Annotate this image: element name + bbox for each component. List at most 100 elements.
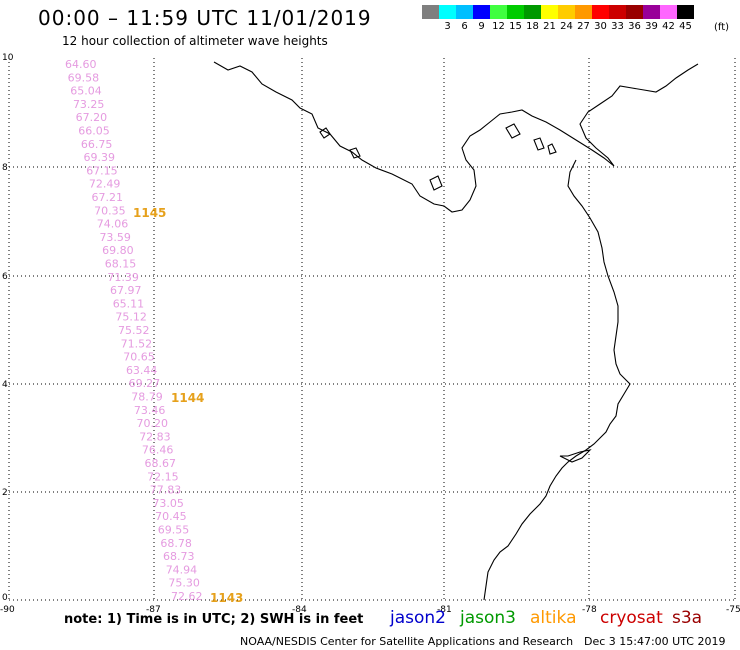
x-axis-labels: -90 -87 -84 -81 -78 -75 (0, 605, 740, 615)
wave-height-value: 70.45 (155, 510, 187, 523)
color-scale-label: 9 (478, 21, 485, 32)
wave-height-value: 78.79 (131, 391, 163, 404)
wave-height-value: 74.94 (166, 563, 198, 576)
wave-height-value: 68.67 (145, 457, 177, 470)
wave-height-track: 64.6069.5865.0473.2567.2066.0566.7569.39… (65, 58, 203, 603)
color-swatch (626, 5, 643, 19)
wave-height-value: 72.83 (139, 430, 171, 443)
map-grid (9, 58, 737, 600)
x-tick-label: -81 (437, 605, 452, 615)
y-tick-label: 4 (2, 380, 8, 390)
y-tick-label: 8 (2, 163, 8, 173)
pass-number-label: 1145 (133, 206, 166, 220)
color-swatch (575, 5, 592, 19)
wave-height-value: 73.05 (152, 497, 184, 510)
scale-units: (ft) (714, 22, 730, 33)
wave-height-value: 73.46 (134, 404, 166, 417)
color-swatch (541, 5, 558, 19)
wave-height-value: 70.65 (123, 351, 155, 364)
legend-s3a: s3a (672, 608, 703, 628)
credit-line: NOAA/NESDIS Center for Satellite Applica… (240, 635, 574, 648)
map-title: 00:00 – 11:59 UTC 11/01/2019 (38, 6, 372, 30)
y-tick-label: 6 (2, 272, 8, 282)
wave-height-value: 76.46 (142, 444, 174, 457)
wave-height-value: 73.59 (99, 231, 131, 244)
wave-height-value: 72.62 (171, 590, 203, 603)
wave-height-value: 70.35 (94, 204, 126, 217)
wave-height-value: 66.05 (78, 125, 110, 138)
wave-height-value: 69.58 (68, 71, 100, 84)
color-scale-label: 42 (662, 21, 675, 32)
color-swatch (507, 5, 524, 19)
wave-height-value: 66.75 (81, 138, 113, 151)
color-swatch (643, 5, 660, 19)
wave-height-value: 75.12 (115, 311, 147, 324)
pass-number-label: 1144 (171, 391, 204, 405)
legend-altika: altika (530, 608, 577, 628)
legend-cryosat: cryosat (600, 608, 663, 628)
color-scale-label: 21 (543, 21, 556, 32)
color-scale-label: 30 (594, 21, 607, 32)
wave-height-value: 72.15 (147, 470, 179, 483)
color-swatch (439, 5, 456, 19)
color-swatch (473, 5, 490, 19)
wave-height-value: 68.15 (105, 258, 137, 271)
color-scale-label: 45 (679, 21, 692, 32)
color-scale-label: 39 (645, 21, 658, 32)
color-swatch (660, 5, 677, 19)
wave-height-value: 74.06 (97, 218, 129, 231)
wave-height-value: 69.27 (129, 377, 161, 390)
wave-height-value: 64.60 (65, 58, 97, 71)
wave-height-value: 75.52 (118, 324, 150, 337)
color-swatch (558, 5, 575, 19)
color-scale-labels: 3 6 9 12 15 18 21 24 27 30 33 36 39 42 45 (422, 20, 694, 34)
color-scale-label: 27 (577, 21, 590, 32)
wave-height-value: 69.80 (102, 244, 134, 257)
x-tick-label: -90 (0, 605, 15, 615)
color-scale-label: 6 (461, 21, 468, 32)
wave-height-value: 68.78 (160, 537, 192, 550)
wave-height-value: 67.21 (92, 191, 124, 204)
color-scale-label: 18 (526, 21, 539, 32)
y-axis-labels: 10 8 6 4 2 0 (2, 53, 14, 603)
x-tick-label: -75 (726, 605, 740, 615)
pass-number-labels: 1145 1144 1143 (133, 206, 243, 605)
y-tick-label: 10 (2, 53, 14, 63)
wave-height-value: 70.20 (137, 417, 169, 430)
color-swatch (677, 5, 694, 19)
wave-height-value: 67.15 (86, 164, 118, 177)
color-swatch (592, 5, 609, 19)
wave-height-value: 77.83 (150, 484, 182, 497)
wave-height-value: 71.39 (107, 271, 138, 284)
x-tick-label: -78 (582, 605, 597, 615)
color-swatch (609, 5, 626, 19)
footer-note: note: 1) Time is in UTC; 2) SWH is in fe… (64, 612, 364, 627)
wave-height-value: 67.97 (110, 284, 142, 297)
wave-height-value: 72.49 (89, 178, 121, 191)
wave-height-value: 69.55 (158, 524, 190, 537)
map-subtitle: 12 hour collection of altimeter wave hei… (62, 34, 328, 48)
wave-height-value: 75.30 (168, 577, 200, 590)
color-scale-label: 24 (560, 21, 573, 32)
color-scale-label: 12 (492, 21, 505, 32)
color-swatch (422, 5, 439, 19)
wave-height-value: 65.11 (113, 297, 145, 310)
y-tick-label: 2 (2, 488, 8, 498)
x-tick-label: -84 (292, 605, 307, 615)
color-swatch (524, 5, 541, 19)
color-swatch (490, 5, 507, 19)
wave-height-value: 63.44 (126, 364, 158, 377)
legend-jason3: jason3 (460, 608, 516, 628)
generated-timestamp: Dec 3 15:47:00 UTC 2019 (584, 635, 726, 648)
pass-number-label: 1143 (210, 591, 243, 605)
legend-jason2: jason2 (390, 608, 446, 628)
wave-height-value: 68.73 (163, 550, 195, 563)
coastline (213, 61, 699, 601)
color-scale-label: 33 (611, 21, 624, 32)
wave-height-value: 67.20 (76, 111, 108, 124)
color-swatch (456, 5, 473, 19)
y-tick-label: 0 (2, 593, 8, 603)
color-scale-label: 36 (628, 21, 641, 32)
color-scale-label: 3 (444, 21, 451, 32)
